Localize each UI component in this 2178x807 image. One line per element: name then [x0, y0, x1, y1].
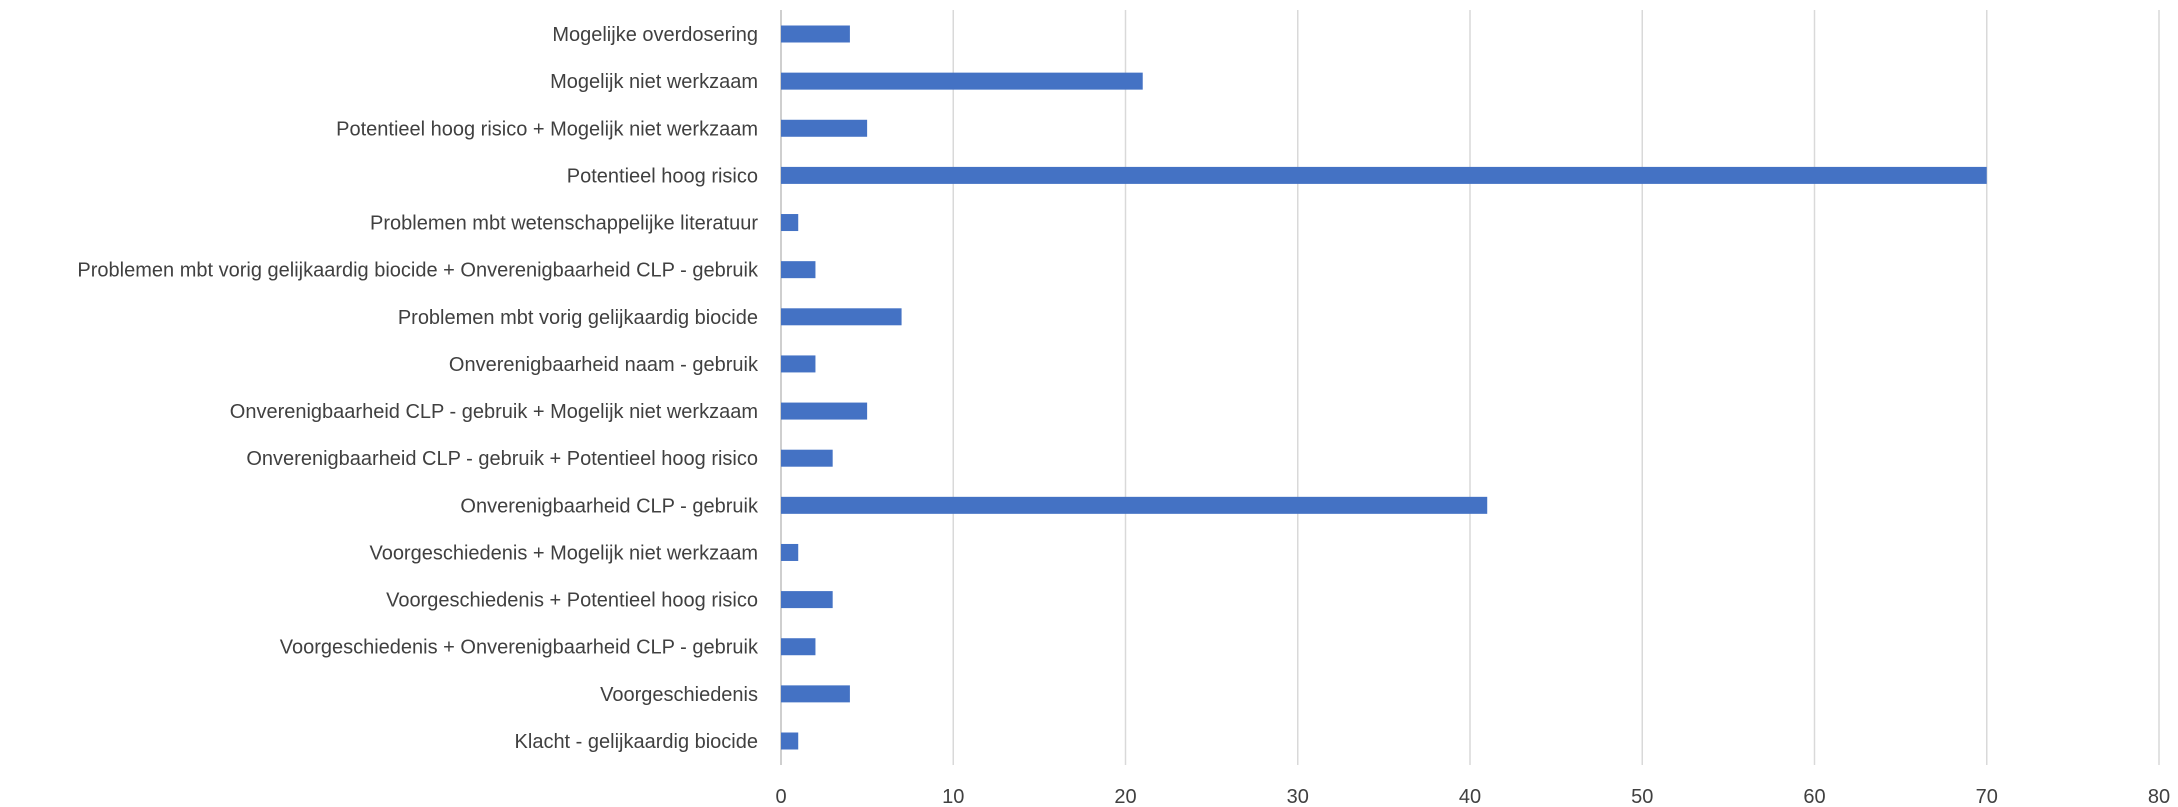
x-tick-label-0: 0: [775, 786, 786, 807]
category-label-3: Potentieel hoog risico + Mogelijk niet w…: [336, 118, 758, 140]
bars: [781, 25, 1987, 750]
x-tick-label-30: 30: [1287, 786, 1309, 807]
bar-15: [781, 685, 850, 703]
bar-7: [781, 308, 902, 326]
bar-10: [781, 449, 833, 467]
category-label-6: Problemen mbt vorig gelijkaardig biocide…: [77, 260, 759, 282]
category-label-5: Problemen mbt wetenschappelijke literatu…: [370, 213, 758, 235]
gridlines: [780, 10, 2160, 765]
category-label-16: Klacht - gelijkaardig biocide: [515, 731, 758, 753]
category-label-11: Onverenigbaarheid CLP - gebruik: [460, 495, 759, 517]
category-label-7: Problemen mbt vorig gelijkaardig biocide: [398, 307, 758, 329]
bar-8: [781, 355, 816, 373]
x-tick-label-10: 10: [942, 786, 964, 807]
bar-14: [781, 638, 816, 656]
category-label-4: Potentieel hoog risico: [567, 165, 758, 187]
bar-16: [781, 732, 799, 750]
bar-13: [781, 591, 833, 609]
bar-4: [781, 166, 1987, 184]
x-tick-label-60: 60: [1803, 786, 1825, 807]
category-label-14: Voorgeschiedenis + Onverenigbaarheid CLP…: [280, 637, 759, 659]
x-tick-label-70: 70: [1976, 786, 1998, 807]
bar-3: [781, 119, 868, 137]
category-label-2: Mogelijk niet werkzaam: [550, 71, 758, 93]
bar-11: [781, 496, 1488, 514]
x-tick-labels: 0 10 20 30 40 50 60 70 80: [775, 786, 2170, 807]
category-label-13: Voorgeschiedenis + Potentieel hoog risic…: [386, 590, 758, 612]
bar-2: [781, 72, 1143, 90]
category-label-9: Onverenigbaarheid CLP - gebruik + Mogeli…: [230, 401, 758, 423]
bar-12: [781, 543, 799, 561]
bar-5: [781, 214, 799, 232]
category-label-1: Mogelijke overdosering: [552, 24, 758, 46]
x-tick-label-50: 50: [1631, 786, 1653, 807]
category-labels: Mogelijke overdosering Mogelijk niet werk…: [77, 24, 759, 753]
bar-6: [781, 261, 816, 279]
category-label-8: Onverenigbaarheid naam - gebruik: [449, 354, 759, 376]
category-label-15: Voorgeschiedenis: [600, 684, 758, 706]
bar-1: [781, 25, 850, 43]
x-tick-label-40: 40: [1459, 786, 1481, 807]
x-tick-label-80: 80: [2148, 786, 2170, 807]
x-tick-label-20: 20: [1114, 786, 1136, 807]
category-label-12: Voorgeschiedenis + Mogelijk niet werkzaa…: [369, 542, 758, 564]
category-label-10: Onverenigbaarheid CLP - gebruik + Potent…: [246, 448, 758, 470]
bar-9: [781, 402, 868, 420]
